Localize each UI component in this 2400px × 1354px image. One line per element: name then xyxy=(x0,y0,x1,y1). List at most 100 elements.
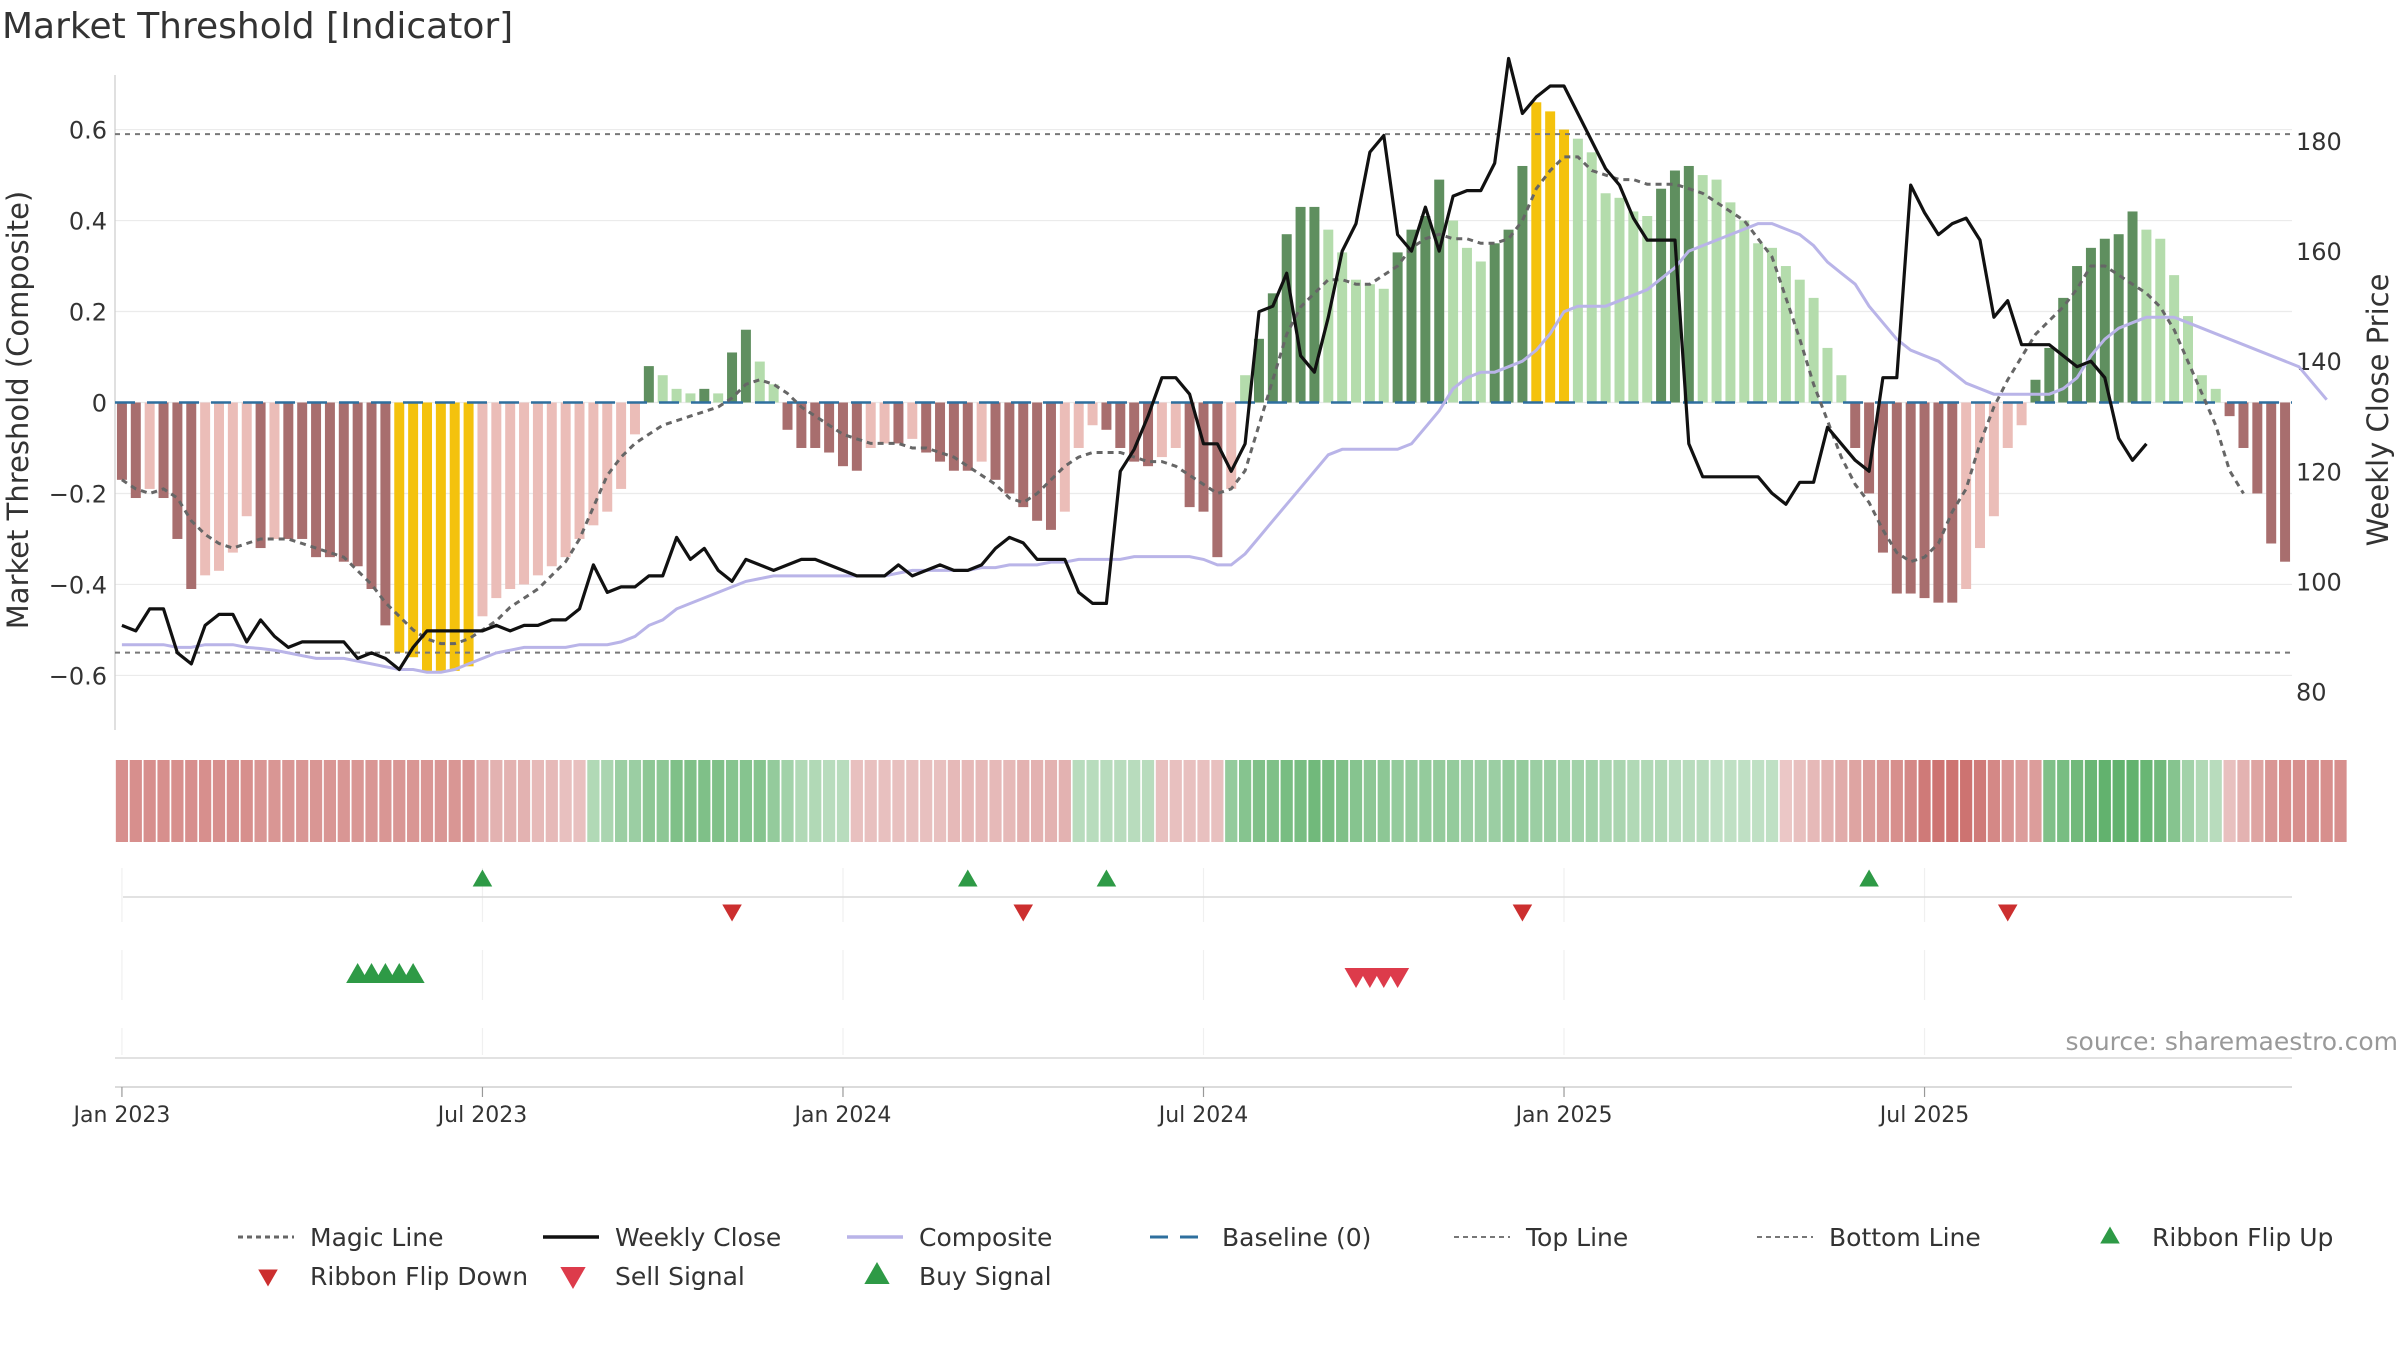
legend-item-baseline: Baseline (0) xyxy=(1150,1223,1371,1252)
composite-bar xyxy=(962,402,973,471)
ribbon-cell xyxy=(1765,760,1779,842)
ribbon-cell xyxy=(1599,760,1612,842)
legend-label: Weekly Close xyxy=(615,1223,781,1252)
composite-bar xyxy=(186,402,197,589)
ribbon-cell xyxy=(2140,760,2153,842)
ribbon-cell xyxy=(2320,760,2333,842)
ribbon-cell xyxy=(226,760,239,842)
ribbon-cell xyxy=(115,760,129,842)
legend-swatch xyxy=(560,1267,586,1289)
ribbon-cell xyxy=(767,760,780,842)
composite-bar xyxy=(1850,402,1861,448)
ribbon-cell xyxy=(1557,760,1571,842)
composite-bar xyxy=(1018,402,1029,508)
composite-bar xyxy=(2099,238,2110,403)
composite-bar xyxy=(1919,402,1930,599)
ribbon-cell xyxy=(2098,760,2111,842)
ribbon-flip-down-marker xyxy=(1512,904,1533,922)
ribbon-cell xyxy=(1960,760,1973,842)
ribbon-cell xyxy=(1613,760,1626,842)
composite-bar xyxy=(241,402,252,517)
legend-label: Ribbon Flip Up xyxy=(2152,1223,2333,1252)
legend-label: Buy Signal xyxy=(919,1262,1052,1291)
ribbon-cell xyxy=(1793,760,1806,842)
ribbon-cell xyxy=(2057,760,2070,842)
composite-bar xyxy=(269,402,280,539)
y-tick-label: 0.6 xyxy=(69,117,107,145)
ribbon-cell xyxy=(559,760,572,842)
composite-bar xyxy=(796,402,807,448)
ribbon-cell xyxy=(1973,760,1987,842)
ribbon-cell xyxy=(351,760,364,842)
ribbon-cell xyxy=(1058,760,1071,842)
composite-bar xyxy=(172,402,183,539)
legend-swatch xyxy=(2100,1226,2120,1244)
composite-bar xyxy=(1877,402,1888,553)
composite-bar xyxy=(768,384,779,403)
ribbon-cell xyxy=(1169,760,1182,842)
composite-bar xyxy=(214,402,224,571)
ribbon-flip-down-marker xyxy=(722,904,742,922)
ribbon-cell xyxy=(2126,760,2139,842)
composite-bar xyxy=(1240,375,1251,403)
legend-item-composite: Composite xyxy=(847,1223,1052,1252)
composite-bar xyxy=(2127,211,2138,403)
ribbon-cell xyxy=(1419,760,1432,842)
composite-bar xyxy=(1988,402,1999,517)
composite-bar xyxy=(685,393,696,403)
composite-bar xyxy=(1129,402,1140,462)
legend-label: Magic Line xyxy=(310,1223,444,1252)
y-tick-label: 0.4 xyxy=(69,208,107,236)
composite-bar xyxy=(602,402,613,512)
composite-bar xyxy=(1170,402,1181,448)
ribbon-cell xyxy=(2168,760,2181,842)
ribbon-cell xyxy=(476,760,489,842)
ribbon-cell xyxy=(933,760,947,842)
composite-bar xyxy=(380,402,391,626)
ribbon-cell xyxy=(615,760,628,842)
ribbon-cell xyxy=(989,760,1002,842)
ribbon-cell xyxy=(517,760,531,842)
ribbon-cell xyxy=(448,760,461,842)
composite-bar xyxy=(616,402,627,489)
composite-bar xyxy=(1586,152,1597,403)
ribbon-cell xyxy=(1876,760,1890,842)
ribbon-cell xyxy=(2084,760,2098,842)
composite-bar xyxy=(810,402,821,448)
ribbon-cell xyxy=(1308,760,1321,842)
source-text: source: sharemaestro.com xyxy=(2066,1027,2399,1056)
legend: Magic Line Weekly Close Composite Baseline … xyxy=(238,1223,2333,1291)
composite-bar xyxy=(560,402,571,558)
ribbon-cell xyxy=(698,760,711,842)
ribbon-cell xyxy=(1682,760,1695,842)
ribbon-cell xyxy=(282,760,295,842)
composite-bar xyxy=(1115,402,1126,448)
x-tick-label: Jul 2025 xyxy=(1878,1103,1970,1128)
x-tick-label: Jan 2025 xyxy=(1514,1103,1613,1128)
ribbon-cell xyxy=(1183,760,1196,842)
composite-bar xyxy=(435,402,446,671)
ribbon-cell xyxy=(753,760,766,842)
composite-bar xyxy=(311,402,322,558)
ribbon-cell xyxy=(823,760,836,842)
ribbon-cell xyxy=(975,760,988,842)
y2-tick-label: 180 xyxy=(2296,128,2342,156)
legend-label: Bottom Line xyxy=(1829,1223,1981,1252)
composite-bar xyxy=(976,402,987,462)
composite-bar xyxy=(1309,206,1320,403)
composite-bar xyxy=(643,366,654,403)
composite-bar xyxy=(699,388,710,403)
ribbon-cell xyxy=(1627,760,1640,842)
composite-bar xyxy=(1947,402,1958,603)
composite-bar xyxy=(1448,220,1459,403)
ribbon-cell xyxy=(365,760,378,842)
sell-signal-marker xyxy=(1386,968,1410,988)
composite-bar xyxy=(408,402,419,658)
composite-bar xyxy=(2058,297,2069,403)
composite-bar xyxy=(158,402,169,499)
ribbon-cell xyxy=(1530,760,1543,842)
ribbon-cell xyxy=(1405,760,1418,842)
legend-label: Top Line xyxy=(1525,1223,1628,1252)
x-axis: Jan 2023 Jul 2023 Jan 2024 Jul 2024 Jan 2025… xyxy=(71,1086,2292,1128)
composite-bar xyxy=(1739,220,1750,403)
